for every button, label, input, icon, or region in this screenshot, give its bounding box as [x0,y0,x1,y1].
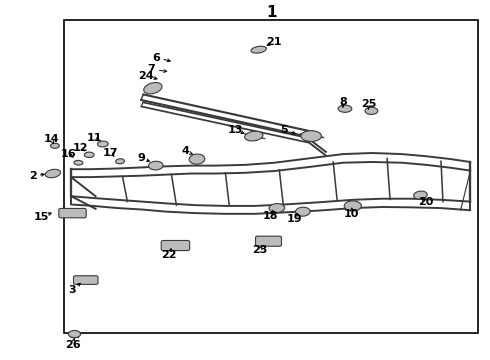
FancyBboxPatch shape [59,208,86,218]
Text: 17: 17 [102,148,118,158]
Text: 7: 7 [147,64,155,74]
Ellipse shape [84,152,94,158]
Text: 6: 6 [152,53,160,63]
Ellipse shape [144,82,162,94]
Text: 14: 14 [44,134,59,144]
Ellipse shape [74,160,83,165]
Text: 1: 1 [267,5,277,20]
Text: 25: 25 [361,99,376,109]
Text: 21: 21 [266,37,281,48]
Ellipse shape [148,161,163,170]
Ellipse shape [338,105,352,112]
Text: 13: 13 [227,125,243,135]
Text: 18: 18 [263,211,278,221]
Ellipse shape [98,141,108,147]
Ellipse shape [414,191,427,199]
Text: 22: 22 [161,250,177,260]
Text: 20: 20 [418,197,434,207]
Ellipse shape [251,46,267,53]
Text: 10: 10 [344,209,360,219]
Ellipse shape [344,201,361,211]
Text: 11: 11 [86,132,102,143]
Text: 16: 16 [61,149,76,159]
Ellipse shape [46,169,60,178]
Ellipse shape [295,207,310,216]
Text: 5: 5 [280,125,288,135]
Text: 4: 4 [181,146,189,156]
Ellipse shape [245,131,263,141]
Ellipse shape [68,330,80,338]
Ellipse shape [189,154,205,164]
Ellipse shape [301,131,321,141]
Text: 24: 24 [138,71,154,81]
Text: 23: 23 [252,245,268,255]
FancyBboxPatch shape [74,276,98,284]
Bar [64,20,478,333]
Text: 8: 8 [339,96,347,107]
Text: 26: 26 [65,340,80,350]
Ellipse shape [116,159,124,164]
FancyBboxPatch shape [256,236,282,246]
Ellipse shape [50,143,59,148]
Ellipse shape [269,203,285,213]
Text: 19: 19 [286,214,302,224]
Text: 3: 3 [69,285,76,295]
Text: 12: 12 [73,143,89,153]
Text: 2: 2 [29,171,37,181]
Text: 15: 15 [34,212,49,222]
Text: 9: 9 [137,153,145,163]
FancyBboxPatch shape [161,240,190,251]
Ellipse shape [365,107,378,114]
